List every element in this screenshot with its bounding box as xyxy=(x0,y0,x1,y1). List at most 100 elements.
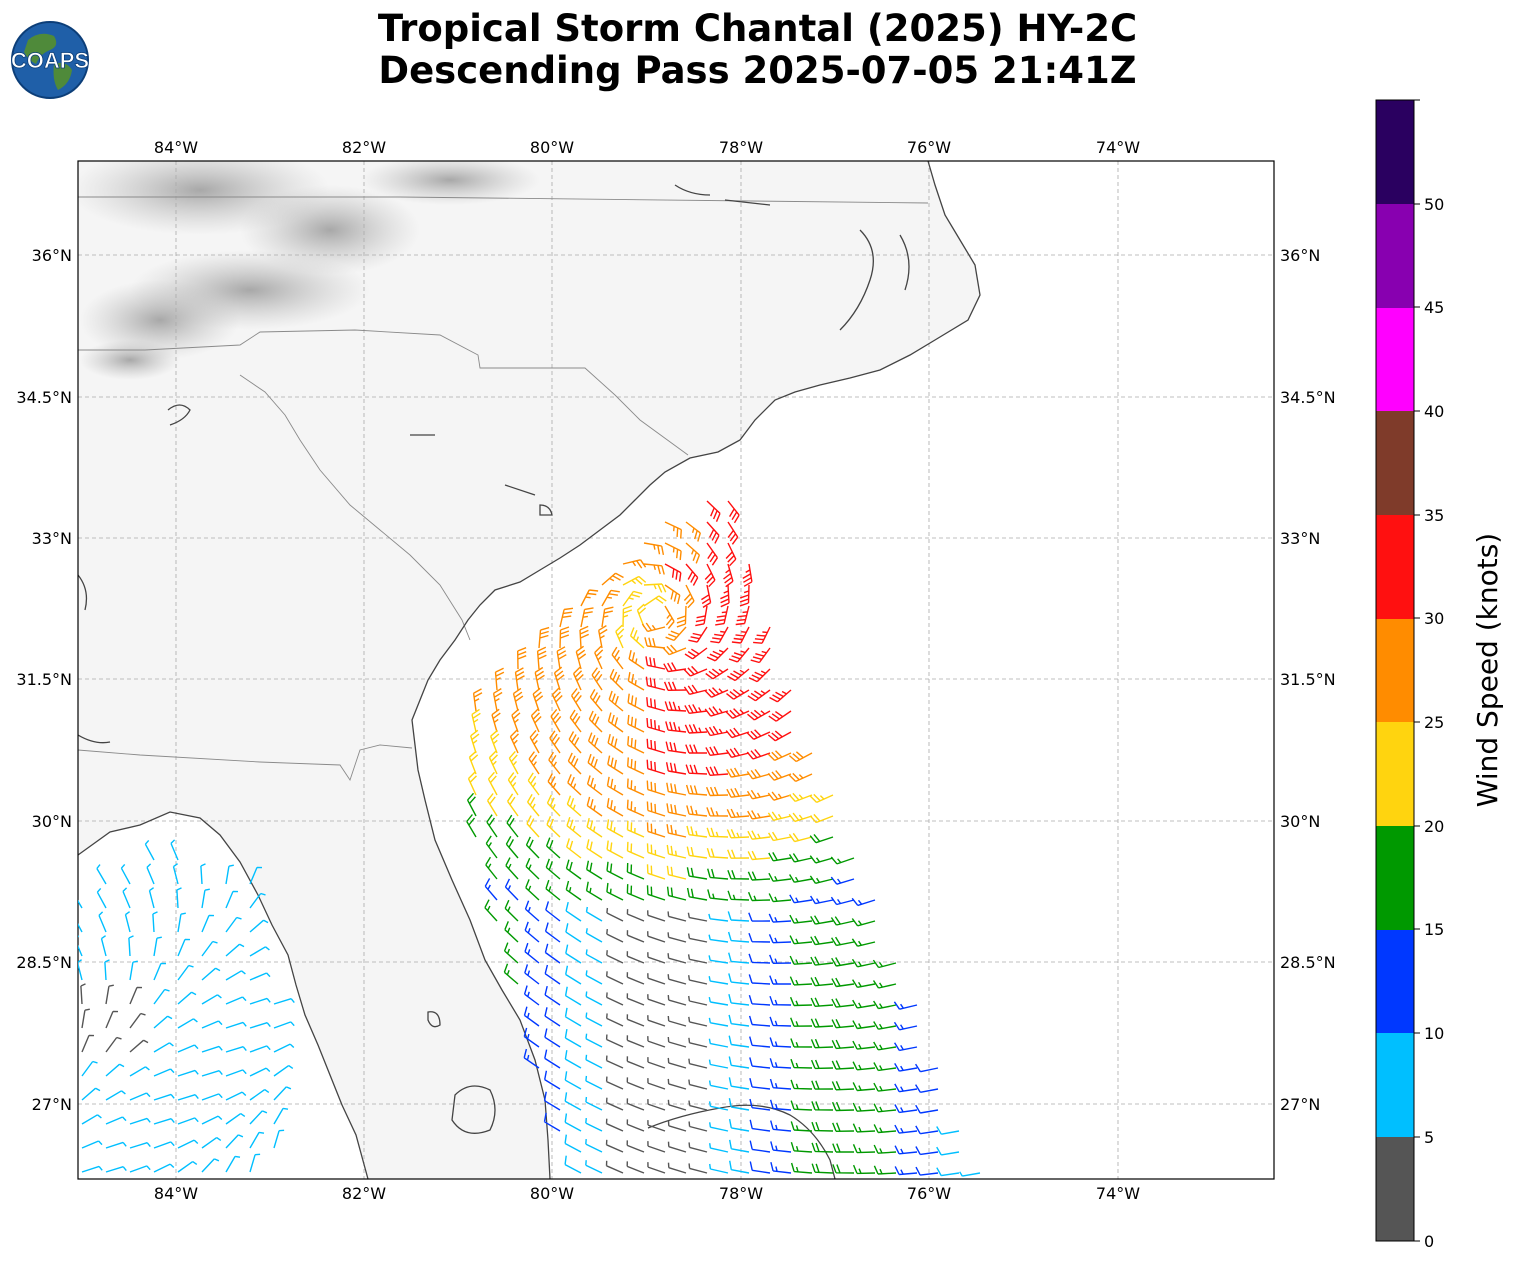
wind-barb xyxy=(688,975,708,985)
wind-barb xyxy=(627,757,645,775)
wind-barb xyxy=(667,974,687,985)
wind-barb xyxy=(769,1058,792,1069)
wind-barb xyxy=(566,795,582,817)
wind-barb xyxy=(551,687,563,712)
wind-barb xyxy=(105,1166,127,1173)
wind-barb xyxy=(666,844,687,859)
wind-barb xyxy=(580,607,594,628)
wind-barb xyxy=(749,1078,771,1090)
wind-barb xyxy=(511,708,521,733)
wind-barb xyxy=(768,872,792,882)
wind-barb xyxy=(831,1101,855,1112)
wind-barb xyxy=(647,973,666,985)
wind-barb xyxy=(201,1158,220,1173)
wind-barb xyxy=(532,687,544,712)
wind-barb xyxy=(726,787,750,798)
wind-barb xyxy=(588,710,603,733)
wind-barb xyxy=(586,817,603,838)
lon-tick-label: 82°W xyxy=(342,138,386,157)
wind-barb xyxy=(544,1007,561,1027)
wind-barb xyxy=(790,1162,813,1174)
state-borders xyxy=(78,196,929,782)
lon-tick-label: 78°W xyxy=(719,138,763,157)
wind-barb xyxy=(585,1096,603,1111)
wind-barb xyxy=(598,625,608,649)
lat-tick-label: 34.5°N xyxy=(16,388,72,407)
wind-barb xyxy=(626,862,645,880)
wind-barb xyxy=(667,1057,687,1069)
wind-barb xyxy=(523,1006,540,1027)
wind-barb xyxy=(706,807,729,817)
wind-barb xyxy=(643,595,667,607)
wind-barb xyxy=(249,1110,268,1125)
wind-barb xyxy=(789,935,813,945)
wind-barb xyxy=(172,863,179,885)
wind-barb xyxy=(514,667,525,691)
wind-barb xyxy=(105,1116,127,1125)
wind-barb xyxy=(686,867,708,880)
wind-barb xyxy=(544,943,561,964)
wind-barb xyxy=(545,837,561,859)
wind-barb xyxy=(153,962,167,981)
colorbar-title: Wind Speed (knots) xyxy=(1471,533,1504,807)
wind-barb xyxy=(564,1071,582,1090)
wind-barb xyxy=(507,793,519,817)
wind-barb xyxy=(626,1119,645,1132)
wind-barb xyxy=(768,893,792,903)
wind-barb xyxy=(525,879,540,901)
wind-barb xyxy=(538,626,550,649)
wind-barb xyxy=(626,841,645,859)
wind-barb xyxy=(686,825,708,838)
wind-barb xyxy=(565,859,582,880)
wind-barb xyxy=(873,1021,897,1030)
wind-barb xyxy=(153,1015,173,1029)
wind-barb xyxy=(177,964,194,981)
wind-barb xyxy=(749,1119,771,1132)
wind-barb xyxy=(80,983,86,1005)
wind-barb xyxy=(586,775,603,796)
wind-barb xyxy=(684,724,708,734)
wind-barb xyxy=(790,1017,813,1027)
wind-barb xyxy=(810,915,834,925)
lat-tick-label: 31.5°N xyxy=(16,670,72,689)
wind-barb xyxy=(526,815,540,838)
wind-barb xyxy=(607,755,624,775)
wind-barb xyxy=(810,956,834,966)
wind-barb xyxy=(606,798,624,817)
wind-barb xyxy=(124,911,131,933)
wind-barb xyxy=(788,751,813,763)
wind-barb xyxy=(748,953,771,964)
wind-barb xyxy=(524,942,540,964)
wind-barb xyxy=(517,647,527,670)
wind-barb xyxy=(580,589,599,607)
wind-barb xyxy=(120,863,131,885)
wind-barb xyxy=(728,952,750,964)
wind-barb xyxy=(81,1165,103,1173)
wind-barb xyxy=(627,736,645,754)
wind-barb xyxy=(605,1097,624,1111)
wind-barb xyxy=(585,1075,603,1090)
wind-barb xyxy=(788,832,813,843)
wind-barb xyxy=(683,584,695,609)
wind-barb xyxy=(728,994,750,1006)
wind-barb xyxy=(664,584,681,605)
wind-barb xyxy=(585,928,603,943)
wind-barb xyxy=(647,994,666,1006)
wind-barb xyxy=(708,1059,729,1069)
wind-barb xyxy=(728,1118,750,1132)
wind-barb xyxy=(667,1120,687,1132)
wind-barb xyxy=(704,706,729,717)
wind-barb xyxy=(685,542,701,564)
wind-barb xyxy=(788,772,813,783)
wind-barb xyxy=(503,963,519,985)
wind-barb xyxy=(665,762,687,775)
wind-barb xyxy=(523,985,540,1006)
wind-barb xyxy=(200,863,206,885)
wind-barb xyxy=(605,1118,624,1132)
wind-barb xyxy=(273,1021,295,1029)
wind-barb xyxy=(809,793,834,804)
lat-tick-label: 28.5°N xyxy=(16,953,72,972)
wind-barb xyxy=(667,1162,687,1174)
wind-barb xyxy=(726,688,750,700)
wind-barb xyxy=(789,874,813,883)
